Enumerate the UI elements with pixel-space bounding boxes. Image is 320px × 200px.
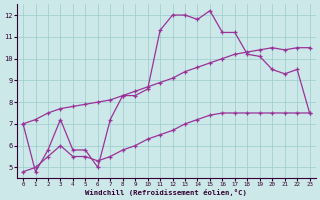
X-axis label: Windchill (Refroidissement éolien,°C): Windchill (Refroidissement éolien,°C) [85, 189, 247, 196]
